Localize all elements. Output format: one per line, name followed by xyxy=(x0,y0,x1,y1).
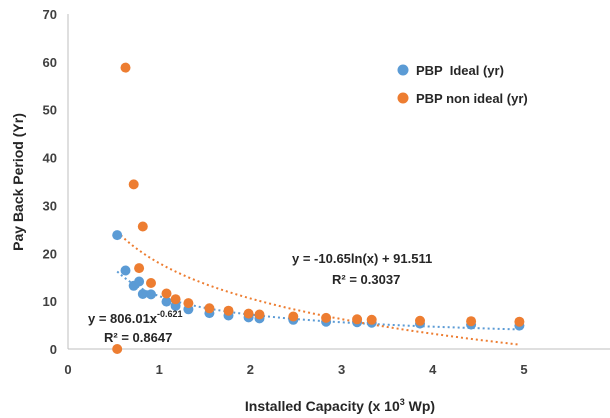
x-axis-title: Installed Capacity (x 103 Wp) xyxy=(245,397,435,414)
data-point-non-ideal xyxy=(352,314,363,325)
data-point-ideal xyxy=(134,276,145,287)
y-axis-title: Pay Back Period (Yr) xyxy=(10,113,26,251)
legend-label-ideal: PBP Ideal (yr) xyxy=(416,63,504,78)
data-point-non-ideal xyxy=(120,62,131,73)
data-point-non-ideal xyxy=(137,221,148,232)
trend-equation-ideal-base: y = 806.01x xyxy=(88,311,158,326)
y-tick-label: 30 xyxy=(43,198,57,213)
data-point-ideal xyxy=(161,296,172,307)
y-tick-label: 40 xyxy=(43,151,57,166)
data-point-non-ideal xyxy=(243,308,254,319)
trend-r2-non-ideal: R² = 0.3037 xyxy=(332,272,400,287)
legend-label-non-ideal: PBP non ideal (yr) xyxy=(416,91,528,106)
y-tick-label: 20 xyxy=(43,246,57,261)
x-axis-title-sup: 3 xyxy=(400,397,405,407)
data-point-non-ideal xyxy=(170,294,181,305)
x-tick-label: 1 xyxy=(156,362,163,377)
y-tick-label: 10 xyxy=(43,294,57,309)
data-point-non-ideal xyxy=(321,312,332,323)
x-axis-title-main: Installed Capacity (x 10 xyxy=(245,398,400,414)
data-point-non-ideal xyxy=(366,314,377,325)
trendline-non-ideal xyxy=(116,230,520,346)
data-point-non-ideal xyxy=(161,288,172,299)
data-point-non-ideal xyxy=(134,263,145,274)
data-point-non-ideal xyxy=(183,298,194,309)
y-tick-label: 0 xyxy=(50,342,57,357)
data-point-non-ideal xyxy=(146,278,156,288)
data-point-non-ideal xyxy=(128,179,139,190)
data-point-non-ideal xyxy=(415,315,425,326)
data-point-non-ideal xyxy=(514,316,525,327)
data-point-non-ideal xyxy=(223,305,234,316)
y-tick-label: 60 xyxy=(43,55,57,70)
trendlines xyxy=(116,230,520,346)
x-tick-label: 0 xyxy=(64,362,71,377)
y-tick-labels: 0 10 20 30 40 50 60 70 xyxy=(43,7,57,357)
data-point-ideal xyxy=(137,289,148,299)
x-tick-label: 4 xyxy=(429,362,437,377)
data-point-ideal xyxy=(146,289,156,300)
data-point-non-ideal xyxy=(254,309,265,320)
x-tick-label: 3 xyxy=(338,362,345,377)
legend-marker-ideal xyxy=(397,64,409,76)
y-tick-label: 70 xyxy=(43,7,57,22)
data-point-ideal xyxy=(112,230,123,241)
data-point-non-ideal xyxy=(112,344,123,354)
y-tick-label: 50 xyxy=(43,103,57,118)
x-tick-label: 5 xyxy=(520,362,527,377)
legend: PBP Ideal (yr) PBP non ideal (yr) xyxy=(397,63,528,106)
data-point-non-ideal xyxy=(288,311,299,322)
trend-equation-ideal: y = 806.01x-0.621 xyxy=(88,309,183,326)
axes xyxy=(67,14,610,350)
legend-marker-non-ideal xyxy=(397,92,409,104)
x-axis-title-unit: Wp) xyxy=(405,398,435,414)
trend-equation-ideal-exp: -0.621 xyxy=(157,309,183,319)
data-points xyxy=(112,62,525,354)
data-point-ideal xyxy=(120,265,131,276)
trend-r2-ideal: R² = 0.8647 xyxy=(104,330,172,345)
trend-equation-non-ideal: y = -10.65ln(x) + 91.511 xyxy=(292,251,432,266)
data-point-non-ideal xyxy=(204,303,215,314)
data-point-non-ideal xyxy=(466,316,477,327)
x-tick-label: 2 xyxy=(247,362,254,377)
x-tick-labels: 0 1 2 3 4 5 xyxy=(64,362,527,377)
